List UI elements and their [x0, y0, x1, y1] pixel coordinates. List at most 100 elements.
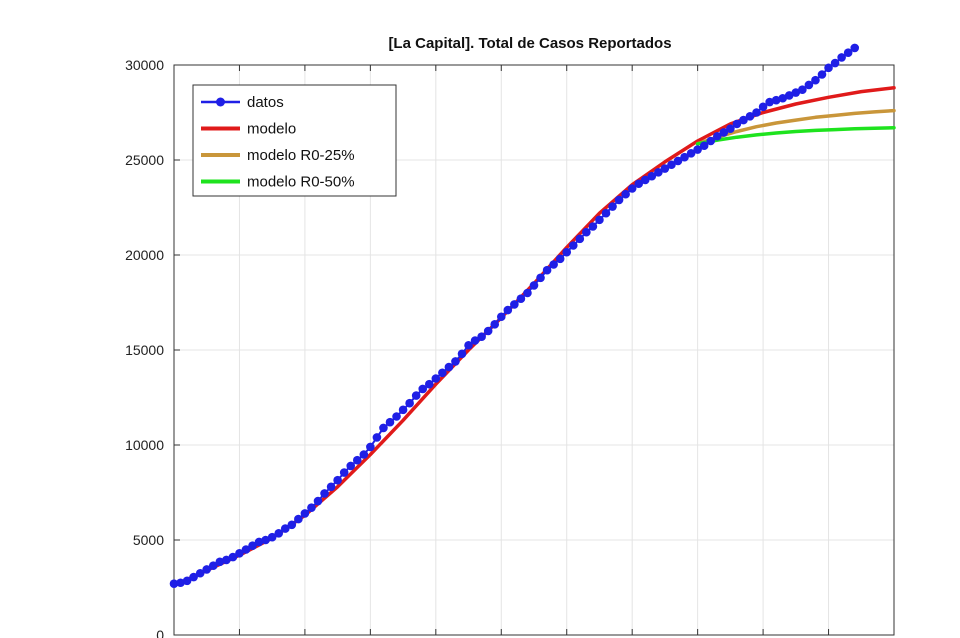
- data-point: [804, 80, 814, 90]
- data-point: [588, 222, 598, 231]
- data-point: [850, 43, 860, 53]
- data-point: [444, 362, 454, 372]
- data-point: [496, 312, 506, 322]
- data-point: [392, 412, 401, 421]
- data-point: [765, 97, 774, 107]
- data-point: [307, 503, 316, 512]
- data-point: [418, 384, 428, 394]
- data-point: [614, 195, 624, 205]
- data-point: [424, 379, 434, 389]
- legend-item-datos: datos: [201, 94, 284, 111]
- data-point: [503, 305, 513, 315]
- data-point: [385, 417, 395, 427]
- data-point: [398, 405, 408, 415]
- data-point: [568, 241, 578, 250]
- data-point: [712, 131, 722, 141]
- data-point: [778, 93, 788, 103]
- data-point: [811, 75, 820, 85]
- data-point: [798, 85, 807, 94]
- data-point: [280, 524, 290, 533]
- data-point: [529, 281, 539, 290]
- data-point: [451, 357, 460, 366]
- data-point: [372, 433, 382, 442]
- data-point: [830, 58, 840, 68]
- data-point: [274, 529, 284, 538]
- data-point: [542, 265, 552, 275]
- data-point: [176, 578, 185, 588]
- data-point: [837, 53, 846, 62]
- data-point: [366, 442, 375, 452]
- data-point: [555, 254, 565, 264]
- y-tick-label: 20000: [125, 247, 164, 263]
- data-point: [457, 349, 467, 359]
- data-point: [654, 168, 663, 177]
- data-point: [784, 91, 794, 100]
- data-point: [516, 294, 526, 304]
- series-group: [169, 43, 896, 588]
- data-point: [464, 340, 473, 350]
- series-datos: [169, 43, 860, 588]
- data-point: [523, 288, 532, 298]
- data-point: [189, 572, 198, 582]
- y-tick-label: 5000: [133, 532, 164, 548]
- legend-item-modelo: modelo: [201, 121, 296, 138]
- data-point: [843, 48, 853, 57]
- data-point: [490, 320, 500, 329]
- data-point: [640, 175, 650, 185]
- data-point: [294, 514, 303, 524]
- data-point: [621, 189, 630, 199]
- data-point: [470, 336, 480, 345]
- data-point: [752, 108, 761, 117]
- legend-label: modelo: [247, 121, 296, 138]
- data-point: [582, 227, 591, 237]
- legend-label: modelo R0-25%: [247, 147, 355, 164]
- data-point: [261, 535, 270, 545]
- data-point: [411, 391, 421, 400]
- chart-title: [La Capital]. Total de Casos Reportados: [388, 35, 671, 52]
- data-point: [359, 450, 369, 459]
- data-point: [732, 119, 742, 129]
- data-point: [758, 102, 768, 112]
- series-modelo-r0-50: [695, 125, 896, 146]
- data-point: [824, 63, 833, 73]
- data-point: [235, 549, 244, 558]
- data-point: [608, 202, 617, 211]
- data-point: [254, 537, 264, 547]
- data-point: [228, 552, 238, 562]
- legend-box: [192, 84, 397, 197]
- data-point: [667, 160, 676, 170]
- data-point: [739, 115, 748, 125]
- data-point: [627, 184, 637, 193]
- data-point: [549, 260, 558, 269]
- data-point: [483, 326, 493, 336]
- series-modelo-r0-25: [695, 108, 896, 146]
- data-point: [320, 489, 329, 498]
- data-point: [699, 141, 709, 151]
- data-point: [575, 234, 585, 244]
- data-point: [300, 509, 310, 518]
- data-point: [673, 156, 683, 166]
- data-point: [208, 561, 218, 570]
- data-point: [719, 128, 729, 137]
- data-point: [431, 374, 441, 383]
- data-point: [477, 332, 486, 342]
- data-point: [536, 273, 545, 283]
- legend-label: datos: [247, 94, 284, 111]
- legend-marker: [216, 97, 225, 107]
- y-tick-label: 15000: [125, 342, 164, 358]
- data-point: [686, 149, 696, 158]
- data-point: [215, 557, 225, 567]
- y-tick-label: 10000: [125, 437, 164, 453]
- data-point: [726, 124, 735, 133]
- data-point: [791, 88, 801, 97]
- y-tick-label: 0: [156, 627, 164, 638]
- data-point: [241, 545, 251, 554]
- data-point: [222, 555, 231, 565]
- data-point: [267, 532, 277, 542]
- legend-item-modelo-r0-25: modelo R0-25%: [201, 147, 355, 164]
- legend-item-modelo-r0-50: modelo R0-50%: [201, 174, 355, 191]
- data-point: [706, 136, 716, 146]
- data-point: [202, 565, 212, 574]
- data-point: [693, 145, 702, 154]
